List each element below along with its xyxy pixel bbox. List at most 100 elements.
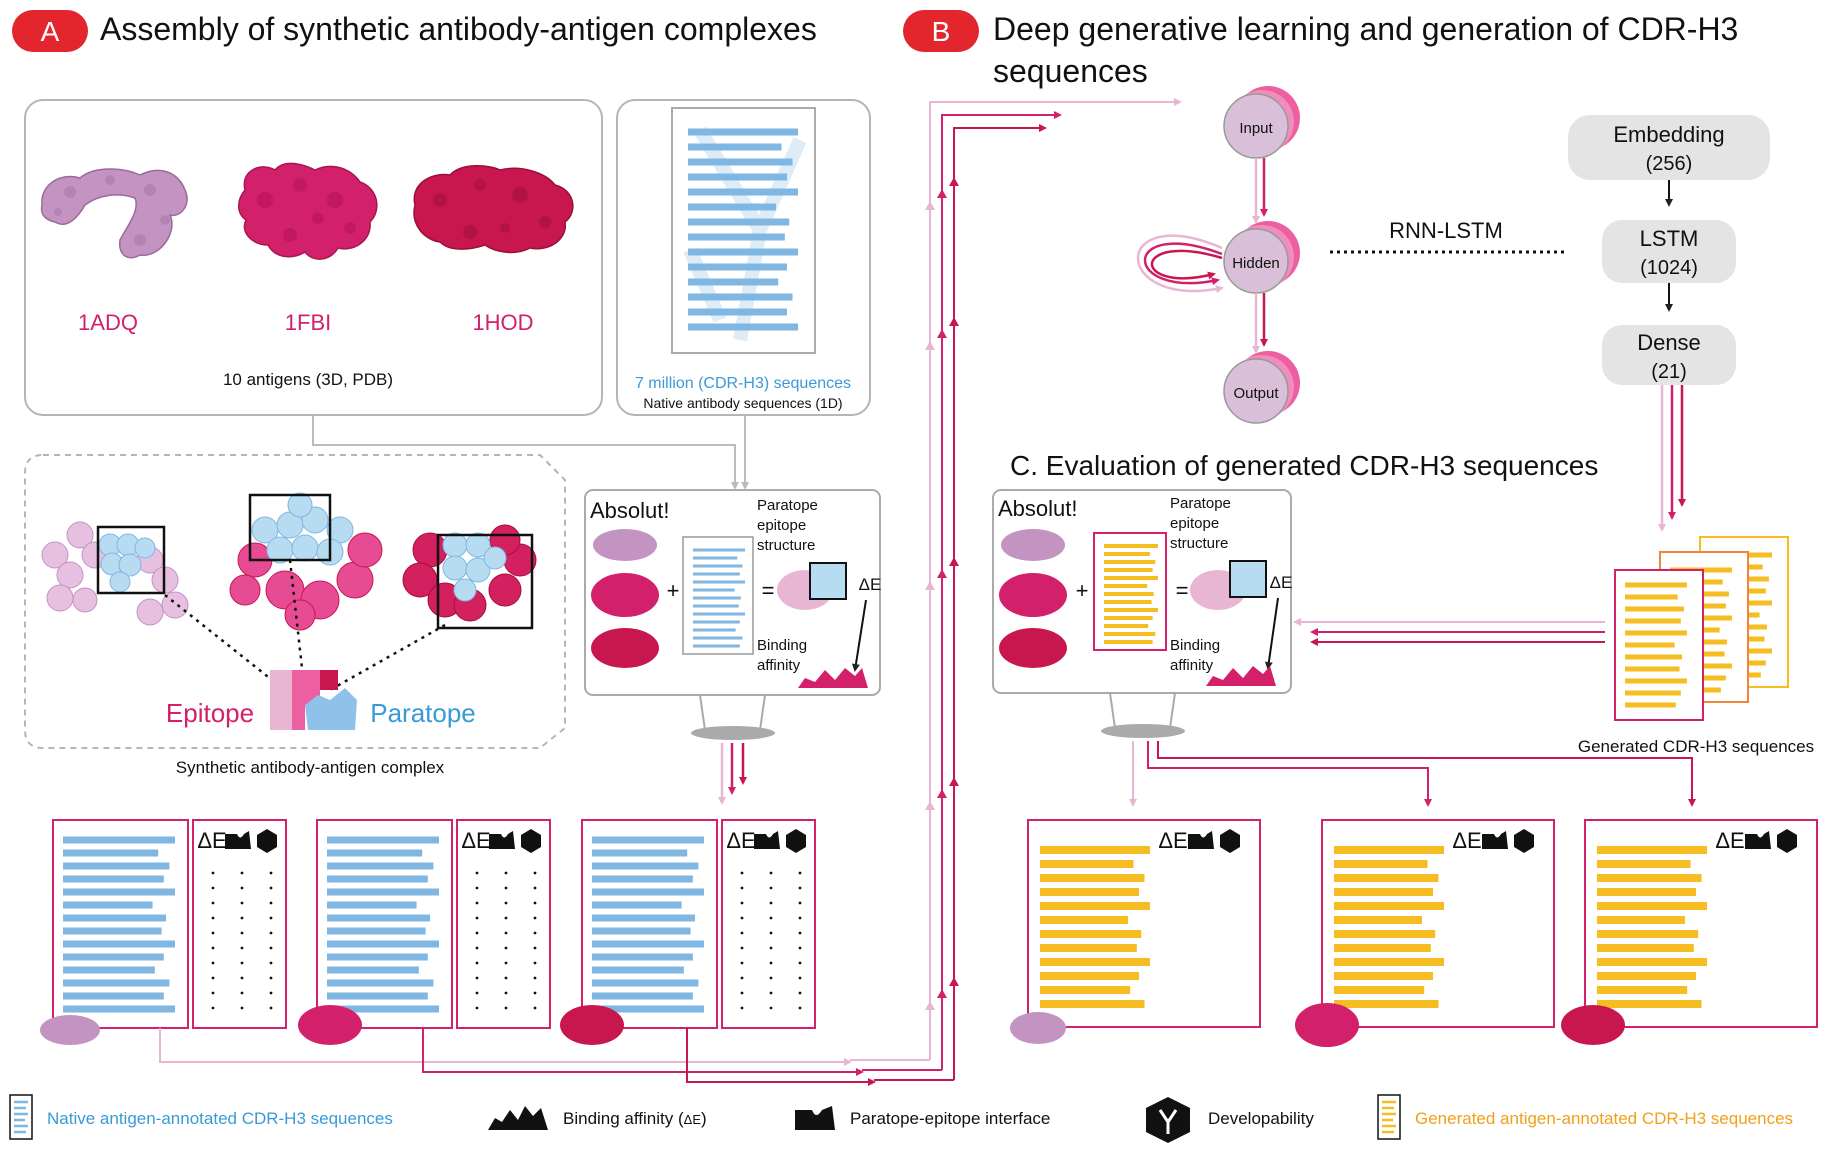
developability-icon — [1777, 829, 1797, 853]
table-dot — [475, 1006, 479, 1010]
table-dot — [504, 961, 508, 965]
table-dot — [240, 901, 244, 905]
developability-icon — [1146, 1097, 1190, 1143]
table-dot — [240, 871, 244, 875]
layer-dense-name: Dense — [1637, 330, 1701, 355]
absolut-a-structure-2: epitope — [757, 517, 806, 534]
badge-a — [12, 10, 88, 52]
upward-arrowhead — [937, 789, 947, 798]
table-dot — [475, 931, 479, 935]
table-dot — [504, 901, 508, 905]
native-card-1: ΔE — [40, 819, 287, 1045]
generated-card-1-delta-e: ΔE — [1158, 828, 1187, 853]
absolut-c-affinity-1: Binding — [1170, 637, 1220, 654]
native-sequences-box: 7 million (CDR-H3) sequences Native anti… — [616, 99, 871, 416]
legend-native-label: Native antigen-annotated CDR-H3 sequence… — [47, 1109, 393, 1128]
absolut-c-structure-icon — [1190, 560, 1267, 610]
absolut-a-affinity-1: Binding — [757, 637, 807, 654]
absolut-c-plus: + — [1076, 578, 1089, 603]
interface-icon — [1188, 831, 1214, 849]
layer-dense-size: (21) — [1651, 361, 1687, 383]
upward-arrowhead — [949, 977, 959, 986]
table-dot — [269, 961, 273, 965]
absolut-a-structure-icon — [777, 562, 847, 610]
generated-card-2-delta-e: ΔE — [1452, 828, 1481, 853]
generated-card-1-antigen — [1010, 1012, 1066, 1044]
table-dot — [240, 946, 244, 950]
legend-interface-label: Paratope-epitope interface — [850, 1109, 1050, 1128]
antigen-1hod-surface — [413, 165, 574, 254]
table-dot — [269, 886, 273, 890]
table-dot — [798, 991, 802, 995]
table-dot — [475, 976, 479, 980]
layer-lstm — [1602, 220, 1736, 283]
table-dot — [475, 946, 479, 950]
table-dot — [740, 976, 744, 980]
table-dot — [211, 931, 215, 935]
table-dot — [533, 886, 537, 890]
legend-developability-label: Developability — [1208, 1109, 1314, 1128]
table-dot — [533, 961, 537, 965]
upward-arrowhead — [949, 777, 959, 786]
developability-icon — [786, 829, 806, 853]
native-card-1-delta-e: ΔE — [197, 828, 226, 853]
table-dot — [240, 916, 244, 920]
absolut-a-equals: = — [762, 578, 775, 603]
upward-arrowhead — [925, 201, 935, 210]
table-dot — [740, 991, 744, 995]
table-dot — [240, 886, 244, 890]
table-dot — [740, 961, 744, 965]
generated-card-2-antigen — [1295, 1003, 1359, 1047]
native-card-2: ΔE — [298, 819, 551, 1045]
table-dot — [240, 961, 244, 965]
table-dot — [740, 946, 744, 950]
binding-affinity-glyph-a — [798, 668, 868, 688]
interface-glyph — [270, 670, 357, 730]
table-dot — [211, 1006, 215, 1010]
absolut-a-affinity-2: affinity — [757, 657, 801, 674]
table-dot — [475, 961, 479, 965]
interface-icon — [225, 831, 251, 849]
table-dot — [769, 931, 773, 935]
absolut-a-delta-e: ΔE — [859, 575, 882, 594]
table-dot — [740, 931, 744, 935]
input-node: Input — [1223, 86, 1300, 159]
table-dot — [504, 871, 508, 875]
table-dot — [533, 946, 537, 950]
table-dot — [504, 1006, 508, 1010]
table-dot — [269, 976, 273, 980]
table-dot — [269, 1006, 273, 1010]
table-dot — [769, 871, 773, 875]
layer-embedding-size: (256) — [1646, 153, 1693, 175]
table-dot — [211, 886, 215, 890]
table-dot — [211, 946, 215, 950]
generated-card-3-delta-e: ΔE — [1715, 828, 1744, 853]
native-card-3-delta-e: ΔE — [726, 828, 755, 853]
legend-binding-label: Binding affinity (ΔE) — [563, 1109, 707, 1128]
antigen-label-1fbi: 1FBI — [285, 310, 331, 335]
absolut-a-seq-lines — [693, 548, 745, 648]
generated-sequences-stack — [1614, 536, 1789, 721]
gray-connectors — [312, 415, 749, 490]
table-dot — [504, 976, 508, 980]
table-dot — [769, 976, 773, 980]
table-dot — [769, 901, 773, 905]
native-card-2-delta-e: ΔE — [461, 828, 490, 853]
table-dot — [533, 916, 537, 920]
table-dot — [798, 871, 802, 875]
interface-icon — [1482, 831, 1508, 849]
table-dot — [211, 901, 215, 905]
generated-caption: Generated CDR-H3 sequences — [1578, 737, 1814, 756]
table-dot — [533, 1006, 537, 1010]
table-dot — [211, 961, 215, 965]
panel-b-title-line1: Deep generative learning and generation … — [993, 11, 1738, 47]
generated-card-3-antigen — [1561, 1005, 1625, 1045]
table-dot — [798, 961, 802, 965]
native-card-3-antigen — [560, 1005, 624, 1045]
upward-arrowhead — [937, 989, 947, 998]
table-dot — [769, 1006, 773, 1010]
table-dot — [504, 931, 508, 935]
antigen-1adq-surface — [40, 168, 188, 259]
layer-embedding-name: Embedding — [1613, 122, 1724, 147]
developability-icon — [257, 829, 277, 853]
